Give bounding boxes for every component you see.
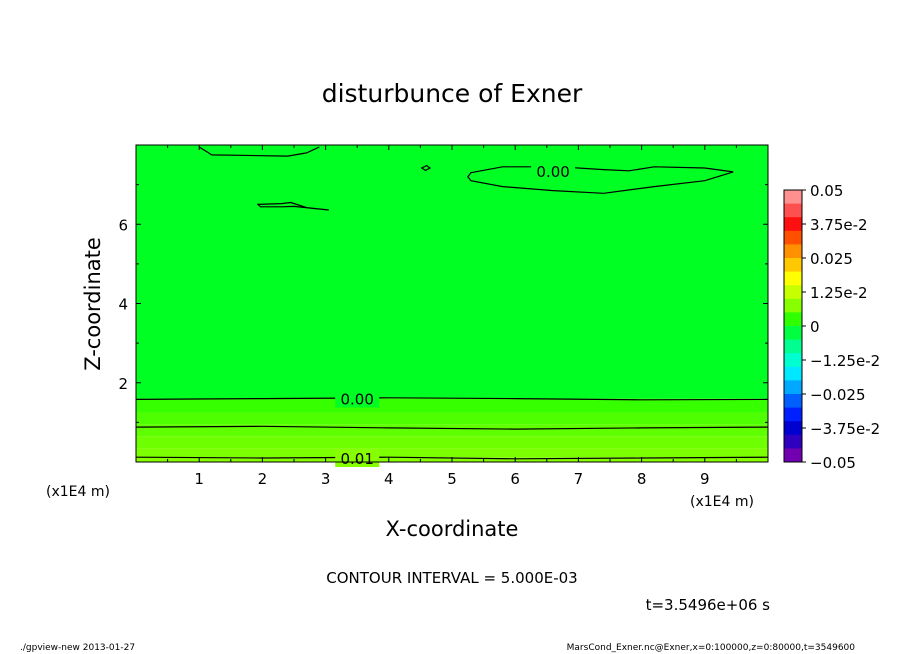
- contour-band-3: [136, 424, 768, 437]
- time-label: t=3.5496e+06 s: [646, 596, 771, 614]
- colorbar-swatch-18: [784, 434, 802, 449]
- x-axis-label: X-coordinate: [386, 517, 519, 541]
- contour-label-1: 0.00: [536, 163, 569, 181]
- colorbar-swatch-2: [784, 217, 802, 232]
- contour-line-island-2: [420, 164, 432, 172]
- contour-band-2: [136, 436, 768, 449]
- x-tick-label-0: 1: [194, 470, 204, 488]
- contour-line-island-1: [256, 201, 329, 211]
- contour-label-bg-1: [531, 161, 576, 180]
- y-axis-label: Z-coordinate: [81, 237, 105, 371]
- colorbar-label-4: 0: [810, 318, 820, 336]
- x-tick-label-1: 2: [258, 470, 268, 488]
- colorbar-label-8: −0.05: [810, 454, 856, 472]
- colorbar-swatch-7: [784, 285, 802, 300]
- contour-band-1: [136, 448, 768, 458]
- x-tick-label-5: 6: [510, 470, 520, 488]
- x-tick-label-4: 5: [447, 470, 457, 488]
- contour-band-5: [136, 398, 768, 413]
- colorbar-label-7: −3.75e-2: [810, 420, 880, 438]
- x-tick-label-6: 7: [574, 470, 584, 488]
- x-tick-label-3: 4: [384, 470, 394, 488]
- x-tick-label-8: 9: [700, 470, 710, 488]
- colorbar-swatch-1: [784, 203, 802, 218]
- colorbar-swatch-0: [784, 190, 802, 205]
- colorbar-label-5: −1.25e-2: [810, 352, 880, 370]
- colorbar-swatch-6: [784, 271, 802, 286]
- contour-band-4: [136, 412, 768, 425]
- x-tick-label-7: 8: [637, 470, 647, 488]
- colorbar-swatch-9: [784, 312, 802, 327]
- x-unit-left: (x1E4 m): [46, 484, 110, 500]
- x-unit-right: (x1E4 m): [690, 494, 754, 510]
- colorbar-label-0: 0.05: [810, 182, 843, 200]
- chart-title: disturbunce of Exner: [322, 79, 583, 108]
- contour-label-bg-2: [335, 449, 380, 468]
- contour-interval-text: CONTOUR INTERVAL = 5.000E-03: [326, 569, 577, 587]
- footer-left: ./gpview-new 2013-01-27: [20, 643, 135, 653]
- colorbar-swatch-8: [784, 298, 802, 313]
- colorbar-swatch-14: [784, 380, 802, 395]
- colorbar-label-2: 0.025: [810, 250, 853, 268]
- colorbar-swatch-13: [784, 366, 802, 381]
- colorbar-swatch-19: [784, 448, 802, 463]
- y-axis-ticks: 2 4 6: [118, 184, 768, 423]
- contour-line-top: [198, 146, 320, 157]
- y-tick-label-2: 6: [118, 216, 128, 234]
- plot-area: [136, 145, 768, 462]
- colorbar-swatch-5: [784, 258, 802, 273]
- colorbar-swatch-10: [784, 326, 802, 341]
- colorbar: 0.05 3.75e-2 0.025 1.25e-2 0 −1.25e-2 −0.025 −3…: [783, 182, 880, 472]
- contour-line-mid: [135, 425, 769, 430]
- colorbar-swatch-16: [784, 407, 802, 422]
- x-axis-ticks: 1 2 3 4 5 6 7 8 9: [167, 145, 737, 488]
- colorbar-swatch-15: [784, 394, 802, 409]
- colorbar-swatch-17: [784, 421, 802, 436]
- contour-line-0-low: [135, 397, 769, 401]
- contour-line-island-3: [467, 166, 734, 194]
- colorbar-swatch-3: [784, 230, 802, 245]
- contour-band-6: [136, 145, 768, 399]
- colorbar-label-6: −0.025: [810, 386, 866, 404]
- colorbar-swatch-4: [784, 244, 802, 259]
- footer-right: MarsCond_Exner.nc@Exner,x=0:100000,z=0:8…: [567, 643, 856, 653]
- colorbar-swatch-11: [784, 339, 802, 354]
- contour-label-bg-0: [335, 389, 380, 408]
- colorbar-label-1: 3.75e-2: [810, 216, 868, 234]
- x-tick-label-2: 3: [321, 470, 331, 488]
- y-tick-label-1: 4: [118, 296, 128, 314]
- colorbar-label-3: 1.25e-2: [810, 284, 868, 302]
- colorbar-swatch-12: [784, 353, 802, 368]
- y-tick-label-0: 2: [118, 375, 128, 393]
- contour-label-0: 0.00: [340, 391, 373, 409]
- contour-labels: 0.000.000.01: [335, 161, 576, 468]
